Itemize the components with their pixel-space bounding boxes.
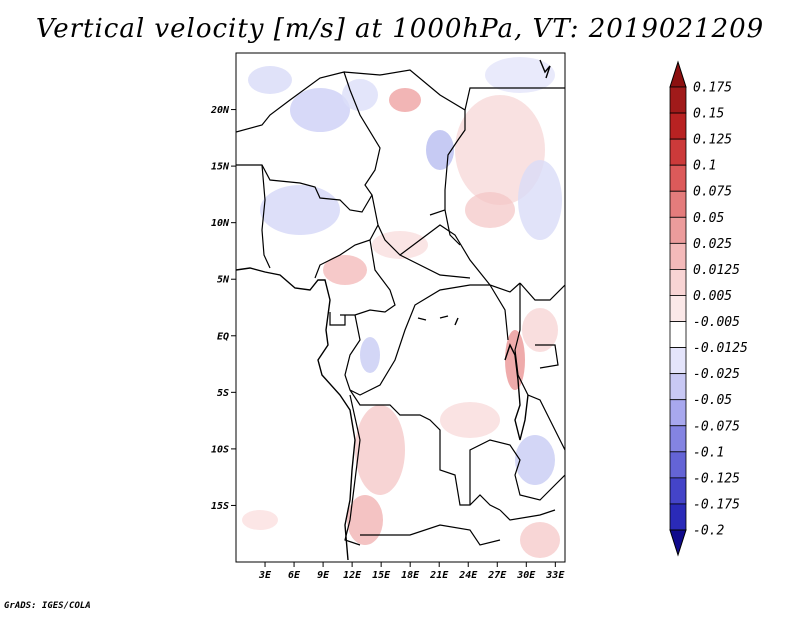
lat-tick-label: 5S (217, 388, 229, 399)
colorbar-label: 0.025 (693, 237, 732, 252)
colorbar-label: 0.125 (693, 133, 732, 148)
colorbar-label: -0.075 (693, 419, 740, 434)
credit-label: GrADS: IGES/COLA (4, 601, 91, 611)
colorbar-label: -0.025 (693, 367, 740, 382)
colorbar-segment (669, 269, 687, 296)
colorbar-segment (669, 112, 687, 140)
colorbar-label: -0.2 (693, 524, 724, 539)
colorbar-segment (669, 347, 687, 375)
colorbar-segment (669, 242, 687, 270)
lon-tick-label: 30E (516, 570, 536, 581)
colorbar-segment (669, 295, 687, 322)
colorbar-label: -0.05 (693, 393, 732, 408)
lat-tick-label: 15S (211, 501, 229, 512)
colorbar-bottom-arrow (669, 529, 687, 557)
lon-tick-label: 24E (458, 570, 478, 581)
colorbar-label: 0.075 (693, 185, 732, 200)
colorbar-label: -0.175 (693, 497, 740, 512)
colorbar-segment (669, 216, 687, 244)
coastline (236, 59, 551, 561)
country-borders (236, 69, 565, 546)
lon-tick-label: 18E (401, 570, 420, 581)
colorbar-segment (669, 503, 687, 531)
lon-tick-label: 3E (258, 570, 272, 581)
colorbar-label: -0.125 (693, 471, 740, 486)
lon-tick-label: 27E (487, 570, 507, 581)
colorbar-segment (669, 164, 687, 192)
colorbar-segment (669, 321, 687, 348)
lon-tick-label: 33E (545, 570, 565, 581)
colorbar-segment (669, 86, 687, 114)
latitude-axis: 20N 15N 10N 5N EQ 5S 10S 15S (210, 105, 236, 512)
colorbar-label: -0.005 (693, 315, 740, 330)
colorbar-label: 0.1 (693, 159, 716, 174)
map-title: Vertical velocity [m/s] at 1000hPa, VT: … (35, 14, 765, 44)
lon-tick-label: 12E (343, 570, 362, 581)
colorbar-segment (669, 477, 687, 505)
lat-tick-label: 20N (210, 105, 230, 116)
colorbar: 0.175 0.15 0.125 0.1 0.075 0.05 0.025 0.0125 0.0… (669, 60, 748, 557)
colorbar-segment (669, 138, 687, 166)
colorbar-label: 0.175 (693, 81, 732, 96)
lon-tick-label: 6E (288, 570, 301, 581)
lat-tick-label: EQ (217, 331, 229, 342)
lat-tick-label: 15N (211, 162, 230, 173)
colorbar-segment (669, 451, 687, 479)
colorbar-top-arrow (669, 60, 687, 88)
lon-tick-label: 21E (429, 570, 449, 581)
colorbar-segment (669, 190, 687, 218)
lon-tick-label: 9E (317, 570, 330, 581)
colorbar-segment (669, 373, 687, 401)
colorbar-segment (669, 399, 687, 427)
lat-tick-label: 10S (211, 444, 229, 455)
lat-tick-label: 5N (217, 275, 230, 286)
colorbar-label: -0.1 (693, 445, 724, 460)
lon-tick-label: 15E (372, 570, 391, 581)
colorbar-label: -0.0125 (693, 341, 748, 356)
velocity-field (236, 53, 565, 562)
longitude-axis: 3E 6E 9E 12E 15E 18E 21E 24E 27E 30E 33E (258, 562, 565, 581)
colorbar-label: 0.15 (693, 107, 724, 122)
lat-tick-label: 10N (211, 218, 230, 229)
colorbar-segment (669, 425, 687, 453)
colorbar-label: 0.05 (693, 211, 724, 226)
colorbar-label: 0.0125 (693, 263, 740, 278)
colorbar-label: 0.005 (693, 289, 732, 304)
map-frame (235, 52, 566, 563)
